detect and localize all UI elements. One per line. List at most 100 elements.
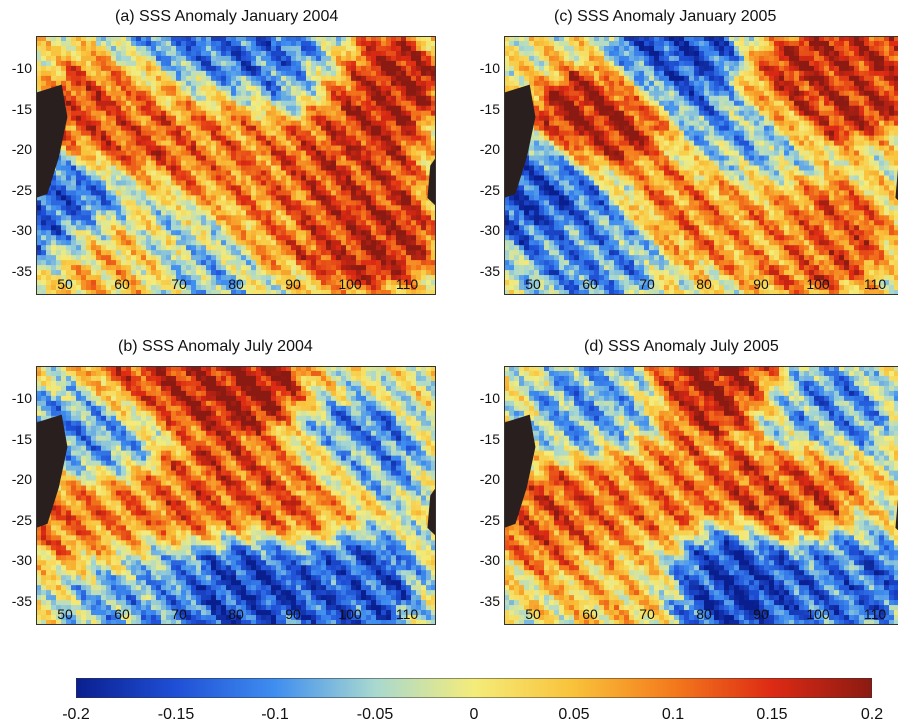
heatmap-cell — [281, 285, 287, 291]
heatmap-cell — [76, 110, 82, 117]
heatmap-cell — [46, 40, 52, 47]
heatmap-cell — [151, 255, 157, 261]
heatmap-cell — [56, 250, 62, 256]
heatmap-cell — [251, 130, 257, 137]
heatmap-cell — [371, 50, 377, 57]
heatmap-cell — [416, 235, 422, 241]
heatmap-cell — [111, 185, 117, 191]
heatmap-cell — [366, 245, 372, 251]
heatmap-cell — [116, 270, 122, 276]
heatmap-cell — [241, 110, 247, 117]
heatmap-cell — [71, 140, 77, 147]
heatmap-cell — [151, 80, 157, 87]
heatmap-cell — [351, 400, 357, 407]
heatmap-cell — [321, 410, 327, 417]
heatmap-cell — [156, 110, 162, 117]
heatmap-cell — [176, 80, 182, 87]
heatmap-cell — [321, 65, 327, 72]
heatmap-cell — [231, 150, 237, 157]
heatmap-cell — [301, 235, 307, 241]
heatmap-cell — [116, 225, 122, 231]
heatmap-cell — [231, 210, 237, 216]
heatmap-cell — [166, 275, 172, 281]
heatmap-cell — [261, 270, 267, 276]
heatmap-cell — [376, 105, 382, 112]
heatmap-cell — [156, 280, 162, 286]
heatmap-cell — [331, 200, 337, 206]
heatmap-cell — [131, 115, 137, 122]
heatmap-cell — [161, 105, 167, 112]
heatmap-cell — [151, 100, 157, 107]
heatmap-cell — [381, 225, 387, 231]
heatmap-cell — [306, 60, 312, 67]
heatmap-cell — [411, 200, 417, 206]
heatmap-cell — [226, 405, 232, 412]
heatmap-cell — [241, 225, 247, 231]
heatmap-cell — [311, 255, 317, 261]
heatmap-cell — [221, 380, 227, 387]
heatmap-cell — [146, 165, 152, 172]
heatmap-cell — [336, 50, 342, 57]
heatmap-cell — [191, 190, 197, 196]
heatmap-cell — [146, 285, 152, 291]
heatmap-cell — [136, 395, 142, 402]
heatmap-cell — [51, 230, 57, 236]
heatmap-cell — [111, 125, 117, 132]
heatmap-cell — [186, 70, 192, 77]
heatmap-cell — [351, 40, 357, 47]
heatmap-cell — [336, 65, 342, 72]
heatmap-cell — [156, 100, 162, 107]
heatmap-cell — [321, 50, 327, 57]
heatmap-cell — [201, 260, 207, 266]
heatmap-cell — [176, 120, 182, 127]
heatmap-cell — [71, 75, 77, 82]
heatmap-cell — [301, 190, 307, 196]
heatmap-cell — [291, 230, 297, 236]
heatmap-cell — [361, 210, 367, 216]
heatmap-cell — [56, 75, 62, 82]
heatmap-cell — [421, 245, 427, 251]
heatmap-cell — [116, 255, 122, 261]
heatmap-cell — [326, 125, 332, 132]
heatmap-cell — [216, 145, 222, 152]
heatmap-cell — [196, 170, 202, 177]
heatmap-cell — [376, 90, 382, 97]
heatmap-cell — [136, 120, 142, 127]
heatmap-cell — [411, 160, 417, 167]
heatmap-cell — [316, 220, 322, 226]
heatmap-cell — [141, 85, 147, 92]
heatmap-cell — [351, 390, 357, 397]
heatmap-cell — [376, 215, 382, 221]
heatmap-cell — [66, 135, 72, 142]
heatmap-cell — [191, 175, 197, 182]
heatmap-cell — [291, 275, 297, 281]
heatmap-cell — [256, 65, 262, 72]
heatmap-cell — [381, 115, 387, 122]
heatmap-cell — [231, 75, 237, 82]
heatmap-cell — [171, 60, 177, 67]
heatmap-cell — [411, 90, 417, 97]
heatmap-cell — [426, 150, 432, 157]
heatmap-cell — [96, 210, 102, 216]
heatmap-cell — [286, 135, 292, 142]
heatmap-cell — [351, 70, 357, 77]
heatmap-cell — [256, 55, 262, 62]
heatmap-cell — [321, 70, 327, 77]
heatmap-cell — [431, 105, 436, 112]
heatmap-cell — [106, 265, 112, 271]
heatmap-cell — [151, 270, 157, 276]
heatmap-cell — [356, 240, 362, 246]
heatmap-cell — [371, 95, 377, 102]
heatmap-cell — [301, 130, 307, 137]
heatmap-cell — [181, 40, 187, 47]
heatmap-cell — [346, 366, 352, 372]
heatmap-cell — [426, 135, 432, 142]
heatmap-cell — [311, 370, 317, 377]
heatmap-cell — [271, 55, 277, 62]
heatmap-cell — [76, 290, 82, 295]
heatmap-cell — [291, 50, 297, 57]
heatmap-cell — [161, 85, 167, 92]
heatmap-cell — [306, 255, 312, 261]
heatmap-cell — [301, 275, 307, 281]
heatmap-cell — [231, 260, 237, 266]
